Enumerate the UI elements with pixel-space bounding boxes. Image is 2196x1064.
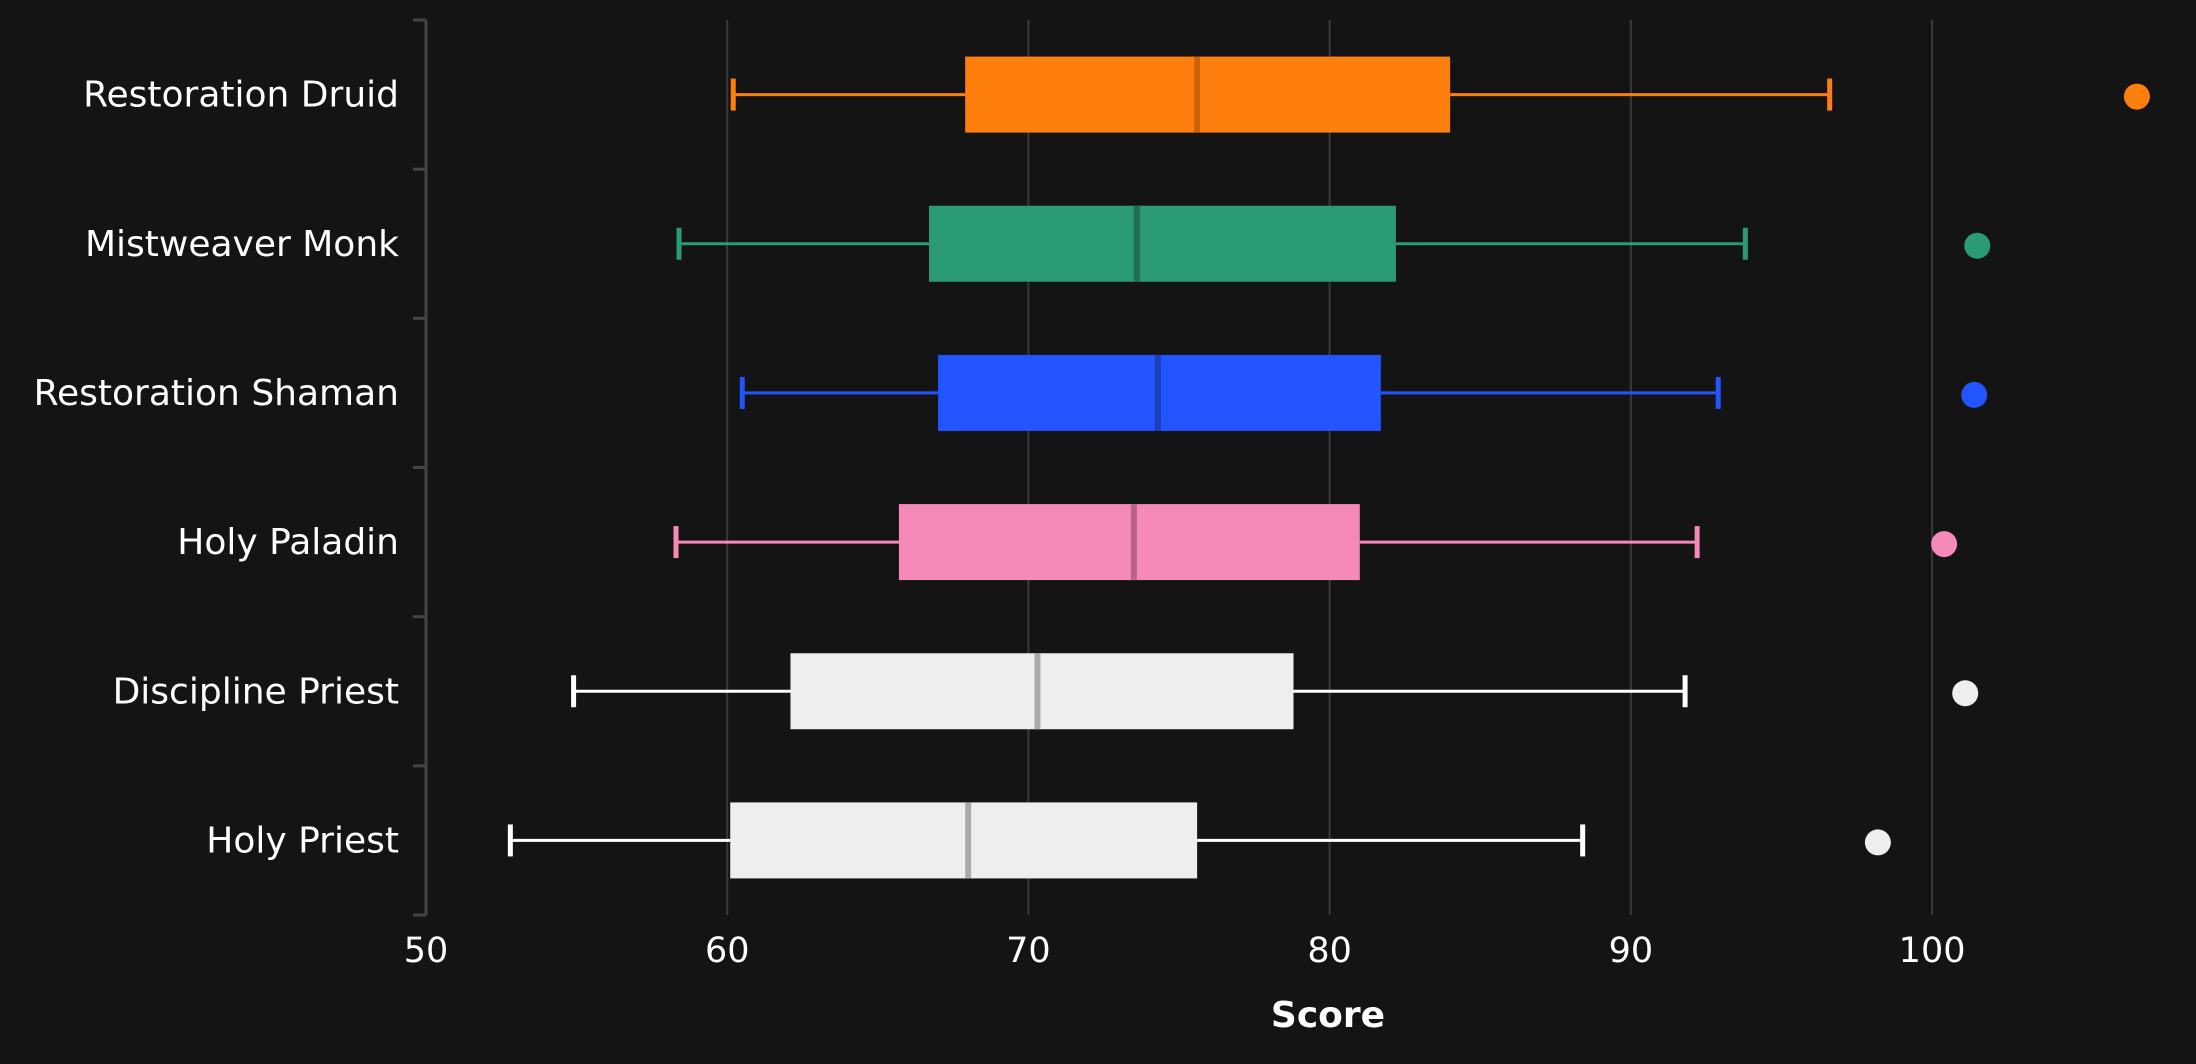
category-label-mistweaver-monk: Mistweaver Monk xyxy=(85,224,399,265)
axis-layer xyxy=(413,18,428,917)
iqr-box-holy-paladin xyxy=(898,504,1360,581)
x-tick-label-60: 60 xyxy=(705,931,750,971)
outlier-point-mistweaver-monk-0 xyxy=(1964,232,1991,259)
box-mistweaver-monk xyxy=(676,205,1991,282)
box-holy-paladin xyxy=(673,504,1958,581)
x-tick-label-70: 70 xyxy=(1006,931,1051,971)
iqr-box-mistweaver-monk xyxy=(929,205,1396,282)
label-layer: 50 60 70 80 90 100 Restoration Druid Mistweaver… xyxy=(34,75,1966,971)
iqr-box-discipline-priest xyxy=(790,653,1294,730)
outlier-point-restoration-shaman-0 xyxy=(1961,381,1988,408)
box-restoration-shaman xyxy=(739,354,1988,431)
outlier-point-holy-paladin-0 xyxy=(1931,531,1958,558)
box-discipline-priest xyxy=(571,653,1979,730)
category-label-restoration-druid: Restoration Druid xyxy=(83,75,399,116)
iqr-box-restoration-druid xyxy=(965,56,1451,133)
category-label-restoration-shaman: Restoration Shaman xyxy=(34,373,399,414)
box-holy-priest xyxy=(507,802,1891,879)
outlier-point-holy-priest-0 xyxy=(1864,829,1891,856)
iqr-box-holy-priest xyxy=(730,802,1198,879)
box-layer xyxy=(507,56,2150,879)
outlier-point-restoration-druid-0 xyxy=(2123,83,2150,110)
x-tick-label-50: 50 xyxy=(404,931,449,971)
box-restoration-druid xyxy=(730,56,2150,133)
x-tick-label-100: 100 xyxy=(1899,931,1966,971)
category-label-discipline-priest: Discipline Priest xyxy=(113,671,399,712)
grid-layer xyxy=(726,20,1934,915)
x-tick-label-90: 90 xyxy=(1609,931,1654,971)
category-label-holy-paladin: Holy Paladin xyxy=(177,522,399,563)
x-tick-label-80: 80 xyxy=(1307,931,1352,971)
outlier-point-discipline-priest-0 xyxy=(1952,680,1979,707)
category-label-holy-priest: Holy Priest xyxy=(206,820,399,861)
x-axis-title: Score xyxy=(1271,995,1385,1036)
